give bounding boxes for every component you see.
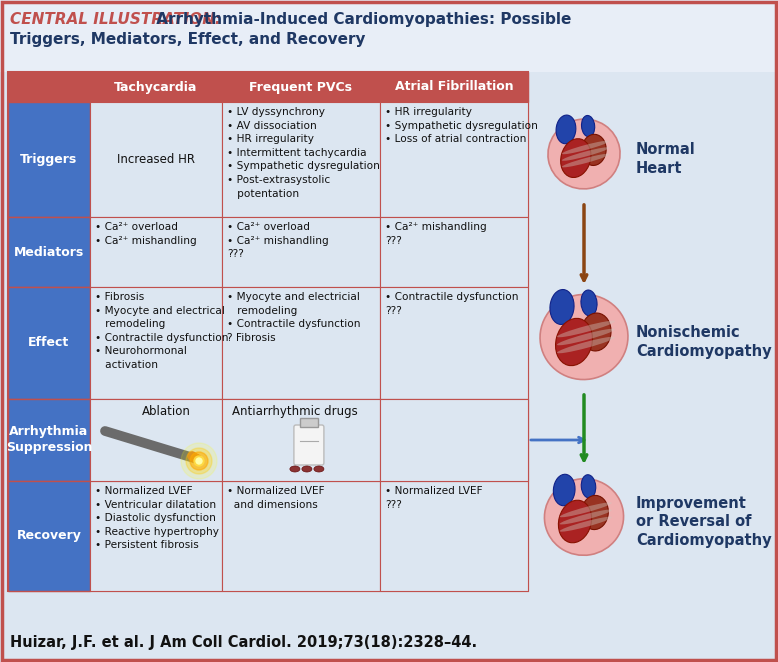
- Text: • Ca²⁺ overload
• Ca²⁺ mishandling
???: • Ca²⁺ overload • Ca²⁺ mishandling ???: [227, 222, 329, 260]
- Text: Triggers, Mediators, Effect, and Recovery: Triggers, Mediators, Effect, and Recover…: [10, 32, 366, 47]
- Ellipse shape: [559, 500, 591, 543]
- Text: • Ca²⁺ mishandling
???: • Ca²⁺ mishandling ???: [385, 222, 487, 246]
- Ellipse shape: [548, 119, 620, 189]
- Bar: [8, 72, 90, 102]
- Ellipse shape: [540, 295, 628, 379]
- Ellipse shape: [290, 466, 300, 472]
- Bar: [380, 481, 528, 591]
- FancyBboxPatch shape: [294, 425, 324, 465]
- Ellipse shape: [555, 318, 593, 365]
- Text: CENTRAL ILLUSTRATION:: CENTRAL ILLUSTRATION:: [10, 12, 221, 27]
- Text: • HR irregularity
• Sympathetic dysregulation
• Loss of atrial contraction: • HR irregularity • Sympathetic dysregul…: [385, 107, 538, 144]
- Text: • Normalized LVEF
• Ventricular dilatation
• Diastolic dysfunction
• Reactive hy: • Normalized LVEF • Ventricular dilatati…: [95, 486, 219, 550]
- Bar: [90, 399, 222, 481]
- Ellipse shape: [553, 474, 575, 506]
- Text: Arrhythmia-Induced Cardiomyopathies: Possible: Arrhythmia-Induced Cardiomyopathies: Pos…: [151, 12, 571, 27]
- Text: • LV dyssynchrony
• AV dissociation
• HR irregularity
• Intermittent tachycardia: • LV dyssynchrony • AV dissociation • HR…: [227, 107, 380, 199]
- Circle shape: [196, 458, 202, 464]
- Ellipse shape: [314, 466, 324, 472]
- Bar: [380, 102, 528, 217]
- Ellipse shape: [581, 475, 596, 498]
- Text: • Fibrosis
• Myocyte and electrical
   remodeling
• Contractile dysfunction
• Ne: • Fibrosis • Myocyte and electrical remo…: [95, 292, 229, 370]
- Text: Atrial Fibrillation: Atrial Fibrillation: [394, 81, 513, 93]
- Bar: [8, 287, 90, 399]
- Bar: [222, 481, 380, 591]
- Bar: [8, 399, 90, 481]
- Text: Antiarrhythmic drugs: Antiarrhythmic drugs: [232, 405, 358, 418]
- Text: Frequent PVCs: Frequent PVCs: [250, 81, 352, 93]
- Bar: [0, 0, 778, 72]
- Ellipse shape: [581, 313, 611, 351]
- Ellipse shape: [557, 337, 615, 354]
- Bar: [90, 399, 222, 481]
- Bar: [8, 72, 528, 591]
- Ellipse shape: [581, 495, 608, 530]
- Bar: [90, 217, 222, 287]
- Ellipse shape: [557, 329, 615, 346]
- Text: Huizar, J.F. et al. J Am Coll Cardiol. 2019;73(18):2328–44.: Huizar, J.F. et al. J Am Coll Cardiol. 2…: [10, 634, 477, 649]
- Ellipse shape: [562, 140, 609, 154]
- Bar: [8, 481, 90, 591]
- Text: Ablation: Ablation: [142, 405, 191, 418]
- Bar: [8, 217, 90, 287]
- Bar: [222, 217, 380, 287]
- Circle shape: [181, 443, 217, 479]
- Bar: [300, 418, 318, 427]
- Text: • Normalized LVEF
???: • Normalized LVEF ???: [385, 486, 482, 510]
- Text: Triggers: Triggers: [20, 153, 78, 166]
- Text: • Myocyte and electricial
   remodeling
• Contractile dysfunction
? Fibrosis: • Myocyte and electricial remodeling • C…: [227, 292, 360, 343]
- Text: • Ca²⁺ overload
• Ca²⁺ mishandling: • Ca²⁺ overload • Ca²⁺ mishandling: [95, 222, 197, 246]
- Text: Increased HR: Increased HR: [117, 153, 195, 166]
- Circle shape: [194, 456, 204, 466]
- Text: Mediators: Mediators: [14, 246, 84, 258]
- Text: Nonischemic
Cardiomyopathy: Nonischemic Cardiomyopathy: [636, 325, 772, 359]
- Ellipse shape: [302, 466, 312, 472]
- Ellipse shape: [556, 115, 576, 144]
- Bar: [222, 399, 380, 481]
- Bar: [222, 72, 380, 102]
- Ellipse shape: [559, 502, 612, 517]
- Ellipse shape: [559, 517, 612, 532]
- Ellipse shape: [557, 320, 615, 337]
- Ellipse shape: [550, 289, 574, 324]
- Text: Arrhythmia
Suppression: Arrhythmia Suppression: [5, 426, 93, 455]
- Bar: [90, 72, 222, 102]
- Ellipse shape: [561, 139, 591, 177]
- Bar: [380, 287, 528, 399]
- Ellipse shape: [559, 510, 612, 524]
- Ellipse shape: [581, 290, 597, 316]
- Text: • Normalized LVEF
  and dimensions: • Normalized LVEF and dimensions: [227, 486, 324, 510]
- Text: Improvement
or Reversal of
Cardiomyopathy: Improvement or Reversal of Cardiomyopath…: [636, 496, 772, 548]
- Bar: [380, 217, 528, 287]
- Circle shape: [186, 448, 212, 474]
- Circle shape: [190, 452, 208, 470]
- Ellipse shape: [562, 147, 609, 161]
- Bar: [90, 287, 222, 399]
- Bar: [380, 72, 528, 102]
- Ellipse shape: [581, 115, 594, 137]
- Ellipse shape: [562, 154, 609, 167]
- Bar: [222, 399, 380, 481]
- Text: Recovery: Recovery: [16, 530, 82, 542]
- Text: Effect: Effect: [28, 336, 69, 350]
- Bar: [380, 399, 528, 481]
- Bar: [90, 481, 222, 591]
- Bar: [8, 102, 90, 217]
- Bar: [380, 399, 528, 481]
- Bar: [90, 102, 222, 217]
- Bar: [222, 102, 380, 217]
- Text: • Contractile dysfunction
???: • Contractile dysfunction ???: [385, 292, 518, 316]
- Ellipse shape: [581, 134, 606, 166]
- Ellipse shape: [545, 479, 623, 555]
- Text: Tachycardia: Tachycardia: [114, 81, 198, 93]
- Bar: [222, 287, 380, 399]
- Text: Normal
Heart: Normal Heart: [636, 142, 696, 176]
